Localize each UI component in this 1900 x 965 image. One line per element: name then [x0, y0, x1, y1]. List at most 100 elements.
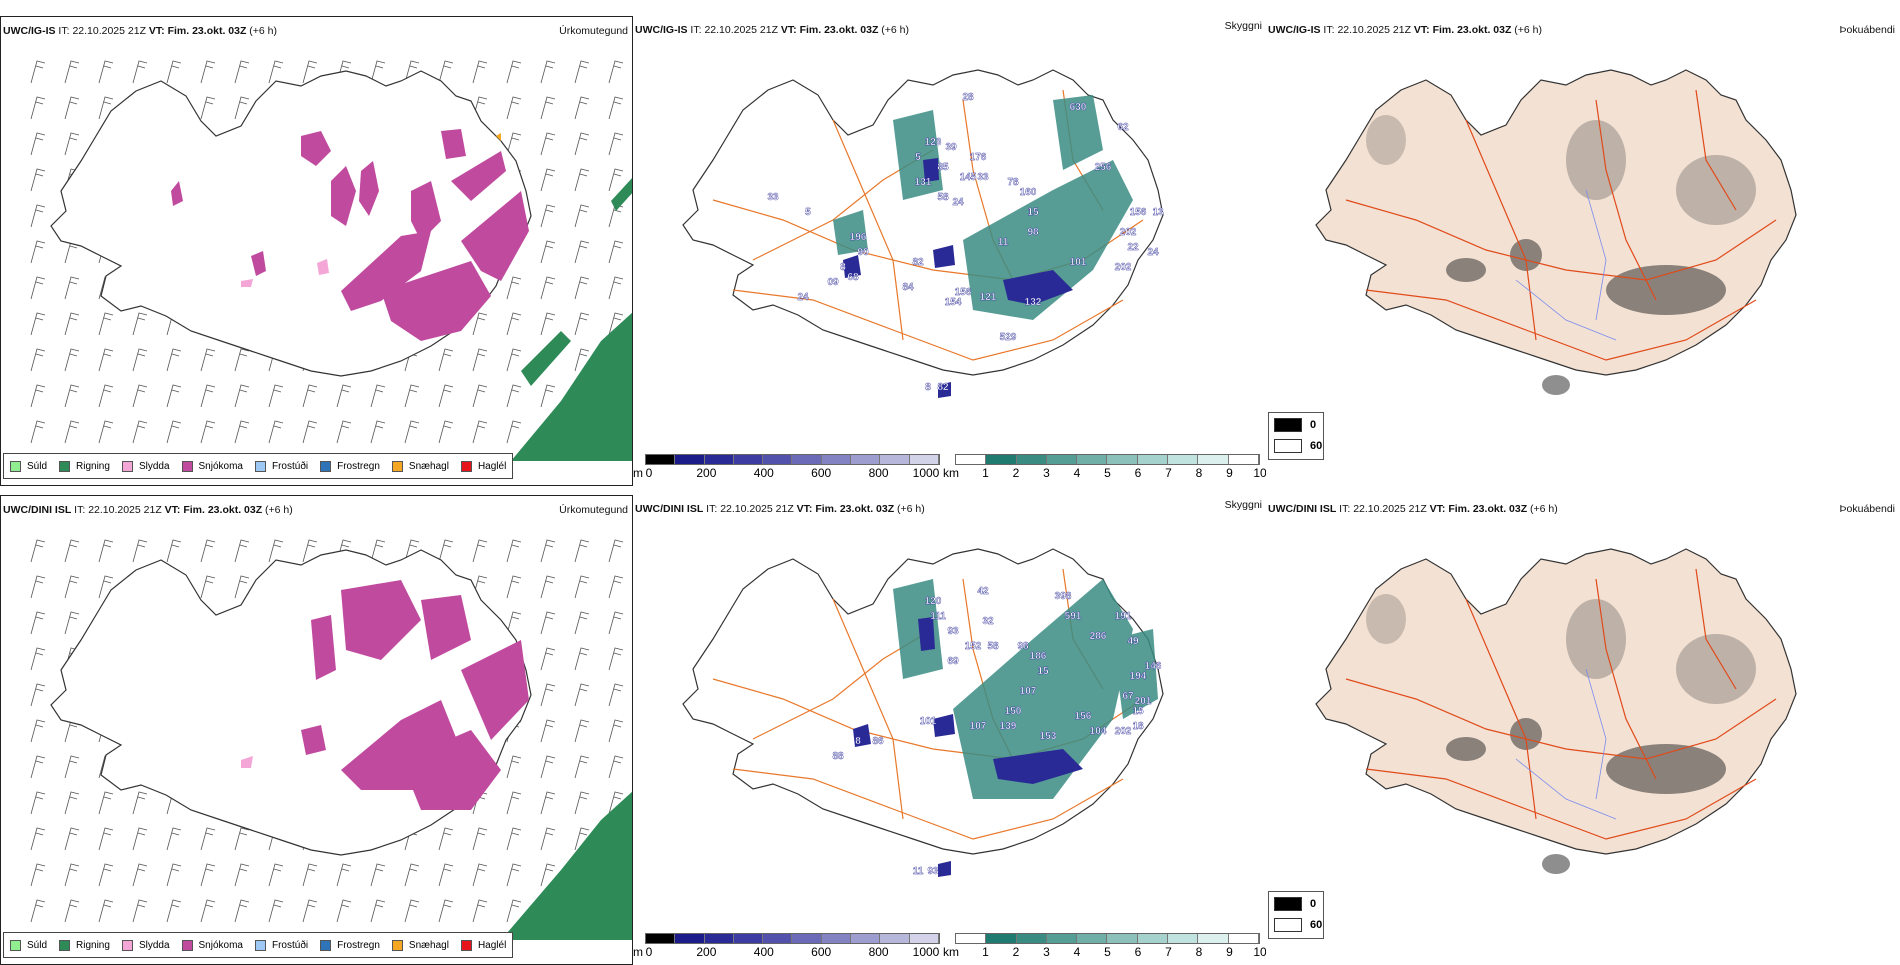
snow-depth-label: 22	[1127, 242, 1139, 253]
colorbar-tick: 3	[1043, 945, 1050, 959]
wind-barb	[540, 384, 556, 408]
snow-depth-label: 78	[1007, 177, 1019, 188]
wind-barb	[472, 899, 488, 923]
snow-depth-label: 98	[1017, 641, 1029, 652]
wind-barb	[506, 60, 522, 84]
wind-barb	[30, 96, 46, 120]
wind-barb	[30, 575, 46, 599]
wind-barb	[98, 539, 114, 563]
wind-barb	[64, 60, 80, 84]
wind-barb	[574, 312, 590, 336]
swatch-snow	[181, 939, 193, 951]
snow-depth-label: 131	[915, 177, 932, 188]
snow-depth-label: 15	[1132, 706, 1144, 717]
snow-depth-label: 139	[1000, 721, 1017, 732]
swatch-sleet	[121, 939, 133, 951]
visibility-colorbar: km 1 2 3 4 5 6 7 8 9 10	[943, 933, 1266, 963]
wind-barb	[540, 276, 556, 300]
panel-title: UWC/DINI ISL IT: 22.10.2025 21Z VT: Fim.…	[3, 504, 293, 516]
colorbar-segment	[733, 455, 764, 464]
wind-barb	[132, 539, 148, 563]
sleet-areas	[241, 756, 253, 768]
wind-barb	[166, 384, 182, 408]
wind-barb	[30, 312, 46, 336]
colorbar-tick: 6	[1134, 466, 1142, 480]
wind-barb	[540, 60, 556, 84]
snow-depth-label: 93	[927, 866, 939, 877]
snow-depth-label: 591	[1065, 611, 1082, 622]
wind-barb	[438, 60, 454, 84]
colorbar-tick: 4	[1073, 945, 1081, 959]
wind-barb	[98, 312, 114, 336]
snow-depth-label: 33	[767, 192, 779, 203]
snow-areas	[171, 129, 529, 341]
colorbar-segment	[880, 934, 910, 943]
wind-barb	[608, 240, 624, 264]
snow-depth-label: 49	[1127, 636, 1139, 647]
wind-barb	[574, 791, 590, 815]
swatch-fog-0	[1274, 897, 1302, 911]
snow-depth-label: 82	[937, 382, 949, 393]
snow-depth-label: 398	[1055, 591, 1072, 602]
wind-barb	[64, 420, 80, 444]
wind-barb	[302, 863, 318, 887]
snow-depth-label: 176	[970, 152, 987, 163]
wind-barb	[64, 276, 80, 300]
snow-depth-label: 58	[937, 192, 949, 203]
swatch-fog-0	[1274, 418, 1302, 432]
snow-depth-label: 98	[1027, 227, 1039, 238]
snow-depth-label: 154	[945, 297, 962, 308]
snow-areas	[301, 580, 529, 810]
fog-legend-top: 0 60	[1268, 412, 1324, 460]
snow-depth-label: 156	[1130, 207, 1147, 218]
colorbar-tick: 7	[1165, 466, 1172, 480]
wind-barb	[30, 168, 46, 192]
colorbar-tick: 2	[1012, 945, 1020, 959]
snow-depth-label: 33	[977, 172, 989, 183]
colorbar-tick: 600	[811, 945, 832, 959]
wind-barb	[608, 755, 624, 779]
legend-item: Frostregn	[320, 939, 380, 951]
wind-barb	[608, 96, 624, 120]
colorbar-segment	[792, 934, 822, 943]
wind-barb	[540, 132, 556, 156]
snow-depth-label: 121	[980, 292, 997, 303]
colorbar-segment	[1228, 455, 1259, 464]
colorbar-segment	[1077, 934, 1108, 943]
wind-barb	[268, 899, 284, 923]
colorbar-segment	[1077, 455, 1108, 464]
snow-depth-label: 28	[962, 92, 974, 103]
colorbar-tick: 6	[1134, 945, 1142, 959]
wind-barb	[64, 384, 80, 408]
wind-barb	[404, 899, 420, 923]
legend-item: Súld	[10, 460, 47, 472]
wind-barb	[98, 60, 114, 84]
wind-barb	[540, 204, 556, 228]
wind-barb	[404, 384, 420, 408]
snow-depth-label: 120	[925, 596, 942, 607]
snow-depth-label: 101	[1070, 257, 1087, 268]
colorbar-segment	[1137, 455, 1169, 464]
wind-barb	[234, 575, 250, 599]
snow-depth-label: 5	[915, 152, 921, 163]
wind-barb	[98, 899, 114, 923]
wind-barb	[540, 611, 556, 635]
fog-shading	[1366, 115, 1756, 395]
snow-depth-label: 101	[920, 716, 937, 727]
colorbar-segment	[704, 934, 734, 943]
wind-barb	[472, 420, 488, 444]
colorbar-tick: 200	[696, 945, 717, 959]
snow-depth-label: 160	[1020, 187, 1037, 198]
colorbar-segment	[851, 455, 881, 464]
rivers	[1515, 189, 1617, 341]
colorbar-segment	[763, 934, 793, 943]
wind-barb	[574, 683, 590, 707]
snow-depth-label: 24	[952, 197, 964, 208]
wind-barb	[370, 384, 386, 408]
precip-type-panel-bottom: UWC/DINI ISL IT: 22.10.2025 21Z VT: Fim.…	[0, 495, 633, 965]
wind-barb	[574, 168, 590, 192]
legend-item: Frostúði	[254, 460, 308, 472]
colorbar-tick: 10	[1253, 945, 1266, 959]
snow-depth-label: 42	[977, 586, 989, 597]
